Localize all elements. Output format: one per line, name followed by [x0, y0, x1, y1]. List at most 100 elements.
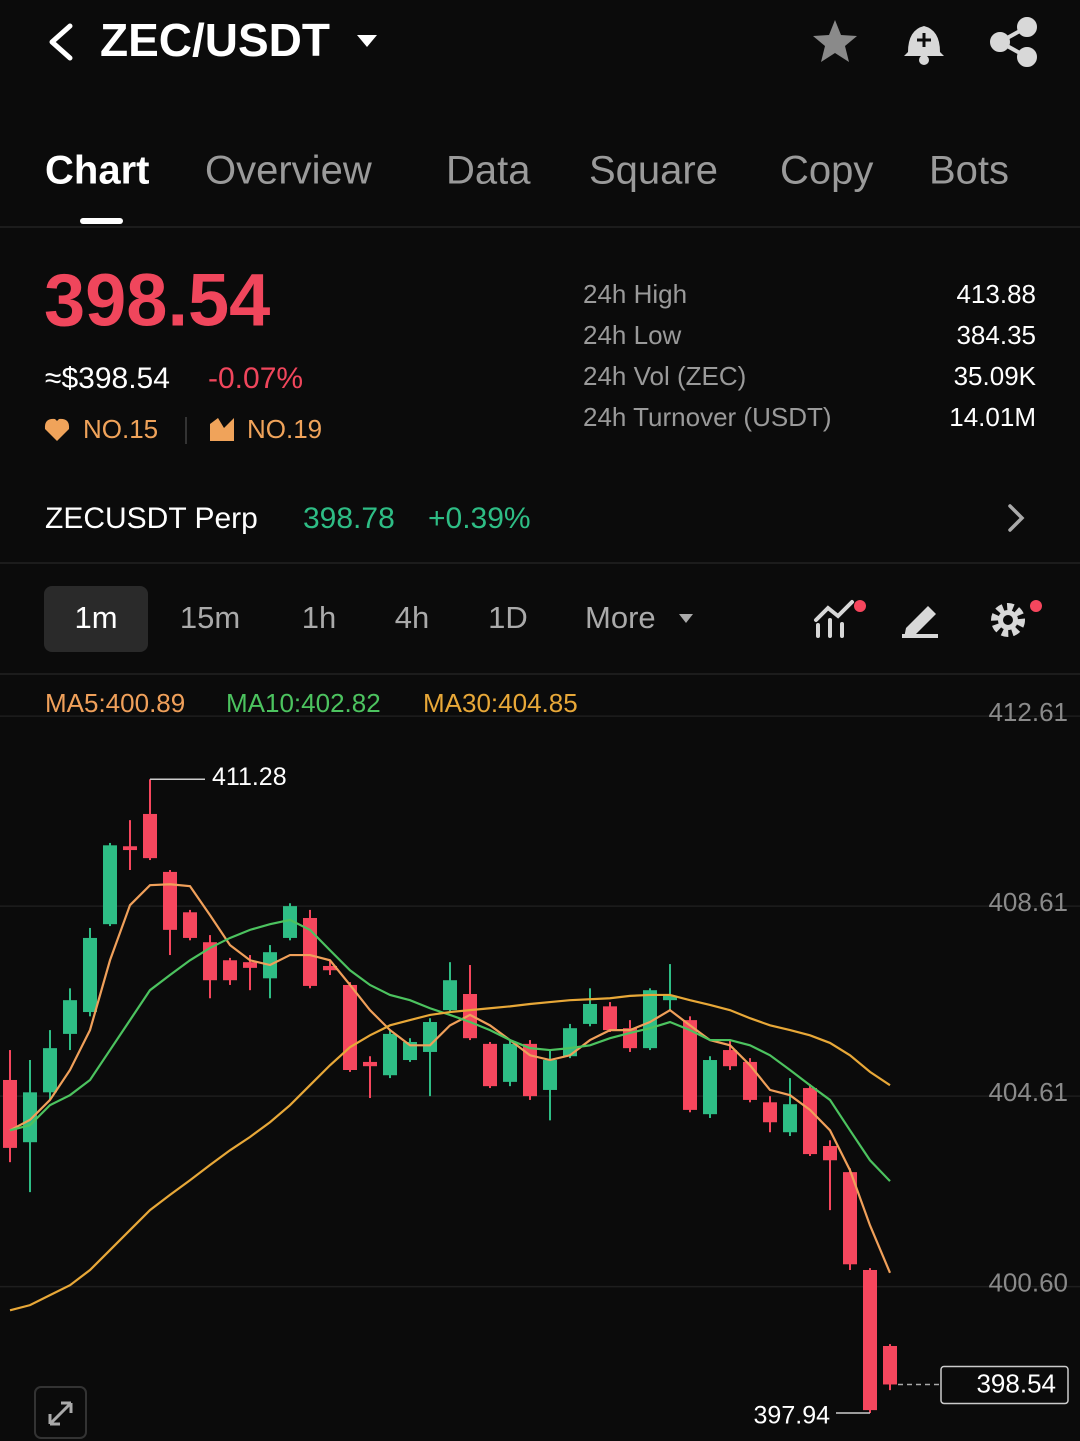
interval-selected	[44, 586, 148, 652]
tab[interactable]: Data	[446, 149, 531, 193]
back-button[interactable]	[49, 23, 73, 61]
last-price-label: 398.54	[976, 1368, 1056, 1398]
candle-body	[723, 1050, 737, 1067]
candle-body	[763, 1102, 777, 1123]
interval[interactable]: 1m	[74, 600, 117, 635]
candle-body	[23, 1092, 37, 1143]
candle-body	[663, 995, 677, 1001]
ma-line	[9, 993, 891, 1312]
stat-value: 384.35	[956, 320, 1036, 350]
candle-body	[123, 846, 137, 851]
ma-legend: MA30:404.85	[423, 688, 578, 718]
tab[interactable]: Copy	[780, 149, 873, 193]
candle-body	[863, 1269, 877, 1411]
candle-body	[683, 1020, 697, 1110]
ma-legend: MA5:400.89	[45, 688, 185, 718]
perp-change[interactable]: +0.39%	[428, 502, 531, 535]
interval[interactable]: 4h	[395, 600, 429, 635]
ma-line	[9, 918, 891, 1182]
stat-value: 413.88	[956, 279, 1036, 309]
candle-body	[423, 1022, 437, 1052]
candle-body	[283, 906, 297, 938]
hot-icon	[44, 418, 70, 441]
candle-body	[483, 1043, 497, 1087]
pair-title[interactable]: ZEC/USDT	[100, 14, 330, 66]
fullscreen-icon	[48, 1401, 73, 1426]
candle-body	[63, 1000, 77, 1034]
hot-rank[interactable]: NO.15	[83, 414, 158, 444]
perp-price[interactable]: 398.78	[303, 502, 395, 535]
candle-body	[383, 1033, 397, 1076]
candle-body	[143, 813, 157, 859]
tab[interactable]: Overview	[205, 149, 372, 193]
candle-body	[543, 1060, 557, 1090]
candle-body	[803, 1088, 817, 1155]
alert-icon[interactable]	[904, 26, 944, 65]
candle-body	[583, 1003, 597, 1024]
tab[interactable]: Bots	[929, 149, 1009, 193]
share-icon[interactable]	[990, 17, 1037, 67]
tab[interactable]: Square	[589, 149, 718, 193]
more-dropdown[interactable]	[679, 614, 693, 623]
candle-body	[163, 871, 177, 930]
ma-legend: MA10:402.82	[226, 688, 381, 718]
candle-body	[743, 1061, 757, 1100]
indicator-icon[interactable]	[814, 600, 854, 638]
candle-body	[643, 990, 657, 1049]
usd-price: ≈$398.54	[45, 362, 170, 395]
gain-rank[interactable]: NO.19	[247, 414, 322, 444]
candle-body	[343, 984, 357, 1071]
candle-body	[443, 980, 457, 1011]
candle-body	[183, 912, 197, 938]
candle-body	[83, 937, 97, 1013]
candle-body	[323, 965, 337, 971]
candle-body	[823, 1146, 837, 1161]
stat-value: 35.09K	[954, 361, 1037, 391]
draw-icon[interactable]	[902, 606, 938, 638]
candle-body	[3, 1079, 17, 1148]
y-tick-label: 404.61	[988, 1077, 1068, 1107]
candle-body	[363, 1061, 377, 1067]
candle-body	[223, 960, 237, 981]
candle-body	[43, 1048, 57, 1093]
pair-dropdown[interactable]	[357, 35, 377, 47]
candle-body	[403, 1041, 417, 1061]
fullscreen-button[interactable]	[34, 1386, 87, 1439]
candle-body	[843, 1172, 857, 1265]
candle-body	[203, 942, 217, 981]
candle-body	[883, 1345, 897, 1385]
tab[interactable]: Chart	[45, 149, 149, 193]
price-change: -0.07%	[208, 362, 303, 395]
settings-badge	[1030, 600, 1042, 612]
interval[interactable]: More	[585, 600, 656, 635]
perp-chevron[interactable]	[1008, 504, 1025, 532]
interval[interactable]: 15m	[180, 600, 240, 635]
low-label: 397.94	[754, 1402, 831, 1430]
candlestick-chart: 412.61 408.61 404.61 400.60 MA5:400.89 MA10:4…	[0, 688, 1080, 1430]
stat-label: 24h Vol (ZEC)	[583, 361, 746, 391]
stat-label: 24h Turnover (USDT)	[583, 402, 832, 432]
last-price-box	[940, 1365, 1069, 1405]
perp-name[interactable]: ZECUSDT Perp	[45, 502, 258, 535]
candle-body	[103, 845, 117, 925]
settings-icon[interactable]	[991, 603, 1025, 637]
candle-body	[783, 1104, 797, 1133]
tab-indicator	[80, 218, 123, 224]
interval[interactable]: 1D	[488, 600, 528, 635]
high-label: 411.28	[212, 763, 287, 791]
candle-body	[243, 962, 257, 968]
interval[interactable]: 1h	[302, 600, 336, 635]
candle-body	[503, 1043, 517, 1082]
y-tick-label: 408.61	[988, 887, 1068, 917]
candle-body	[603, 1006, 617, 1031]
indicator-badge	[854, 600, 866, 612]
favorite-icon[interactable]	[813, 20, 857, 62]
stat-label: 24h Low	[583, 320, 682, 350]
ma-line	[9, 883, 892, 1274]
stat-value: 14.01M	[949, 402, 1036, 432]
y-tick-label: 400.60	[988, 1267, 1068, 1297]
gain-icon	[210, 418, 234, 441]
